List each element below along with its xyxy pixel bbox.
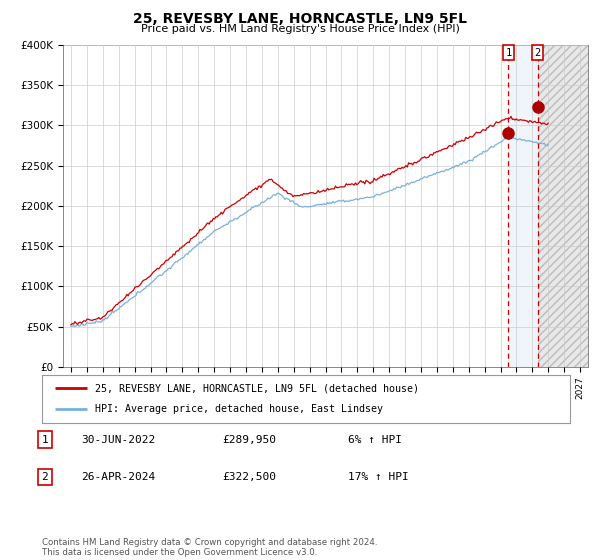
Text: 17% ↑ HPI: 17% ↑ HPI: [348, 472, 409, 482]
Text: £289,950: £289,950: [222, 435, 276, 445]
Text: 1: 1: [41, 435, 49, 445]
Text: 2: 2: [535, 48, 541, 58]
Text: HPI: Average price, detached house, East Lindsey: HPI: Average price, detached house, East…: [95, 404, 383, 414]
Text: 6% ↑ HPI: 6% ↑ HPI: [348, 435, 402, 445]
Text: 26-APR-2024: 26-APR-2024: [81, 472, 155, 482]
Text: Price paid vs. HM Land Registry's House Price Index (HPI): Price paid vs. HM Land Registry's House …: [140, 24, 460, 34]
Bar: [538, 45, 588, 367]
Text: 25, REVESBY LANE, HORNCASTLE, LN9 5FL (detached house): 25, REVESBY LANE, HORNCASTLE, LN9 5FL (d…: [95, 383, 419, 393]
Text: 1: 1: [505, 48, 512, 58]
Bar: [508, 45, 538, 367]
Text: 25, REVESBY LANE, HORNCASTLE, LN9 5FL: 25, REVESBY LANE, HORNCASTLE, LN9 5FL: [133, 12, 467, 26]
Text: 30-JUN-2022: 30-JUN-2022: [81, 435, 155, 445]
Text: £322,500: £322,500: [222, 472, 276, 482]
Text: Contains HM Land Registry data © Crown copyright and database right 2024.
This d: Contains HM Land Registry data © Crown c…: [42, 538, 377, 557]
Text: 2: 2: [41, 472, 49, 482]
